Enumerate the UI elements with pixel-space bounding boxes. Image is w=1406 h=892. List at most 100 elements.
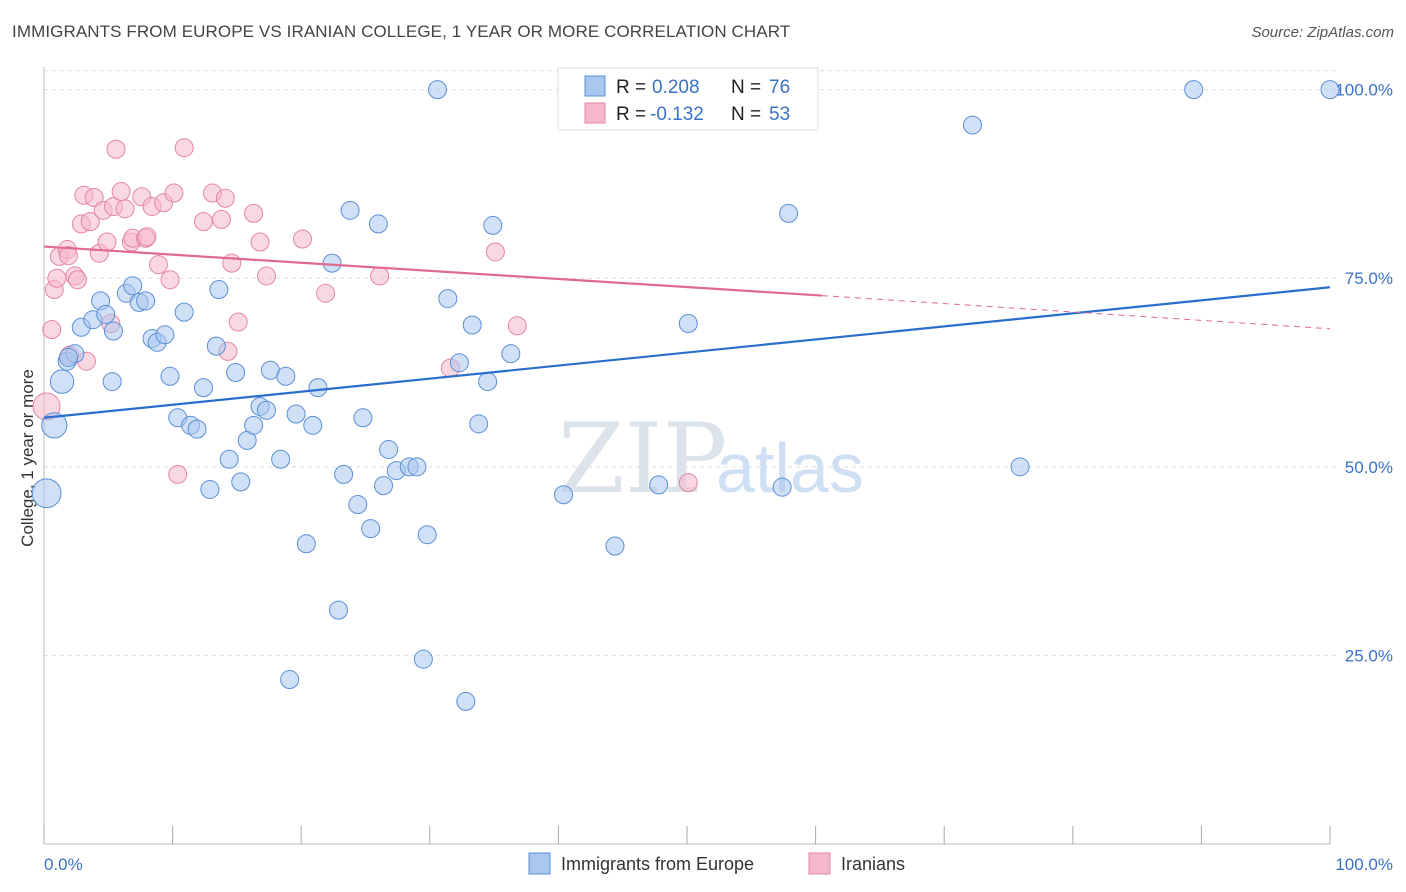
watermark-zip: ZIP — [558, 403, 727, 515]
iranians-point-33 — [211, 209, 231, 229]
bottom-legend: Immigrants from Europe Iranians — [528, 852, 905, 875]
iranians-point-17 — [106, 139, 126, 159]
europe-point-35 — [276, 366, 296, 386]
axes — [43, 67, 1331, 845]
europe-point-39 — [296, 534, 316, 554]
europe-point-67 — [605, 536, 625, 556]
europe-point-2 — [49, 369, 75, 394]
iranians-point-1 — [42, 320, 62, 340]
iranians-point-37 — [228, 312, 248, 332]
legend-n-value-iranians: 53 — [769, 104, 790, 125]
watermark-atlas: atlas — [716, 429, 864, 507]
iranians-point-15 — [97, 232, 117, 252]
europe-point-43 — [328, 600, 348, 620]
iranians-point-25 — [148, 255, 168, 275]
europe-trend-line — [43, 286, 1331, 419]
europe-point-18 — [160, 366, 180, 386]
europe-point-51 — [379, 439, 399, 459]
y-tick-label-0: 25.0% — [1345, 646, 1393, 665]
legend-n-label-iranians: N = — [731, 104, 761, 125]
iranians-point-40 — [256, 266, 276, 286]
europe-point-55 — [413, 649, 433, 669]
europe-point-68 — [649, 475, 669, 495]
iranians-point-39 — [250, 232, 270, 252]
legend-n-value-europe: 76 — [769, 77, 790, 98]
europe-point-36 — [271, 449, 291, 469]
legend-r-label-iranians: R = — [616, 104, 646, 125]
europe-point-1 — [41, 412, 68, 439]
top-legend: R = 0.208 N = 76 R = -0.132 N = 53 — [557, 67, 819, 131]
iranians-point-30 — [174, 138, 194, 158]
grid-lines — [44, 70, 1340, 656]
europe-point-24 — [200, 479, 220, 499]
europe-point-64 — [483, 215, 503, 235]
europe-point-46 — [348, 495, 368, 515]
europe-point-69 — [678, 313, 698, 333]
iranians-trend-extension — [821, 295, 1331, 330]
europe-point-45 — [340, 200, 360, 220]
europe-point-41 — [308, 378, 328, 398]
legend-swatch-europe — [584, 75, 606, 97]
europe-point-17 — [155, 325, 175, 345]
iranians-point-29 — [168, 464, 188, 484]
bottom-legend-label-europe: Immigrants from Europe — [561, 854, 754, 874]
europe-point-44 — [334, 464, 354, 484]
europe-point-57 — [428, 80, 448, 100]
iranians-point-38 — [244, 203, 264, 223]
iranians-point-34 — [215, 188, 235, 208]
legend-n-label-europe: N = — [731, 77, 761, 98]
iranians-point-27 — [160, 270, 180, 290]
iranians-point-11 — [80, 212, 100, 232]
europe-point-9 — [103, 321, 123, 341]
europe-point-50 — [374, 476, 394, 496]
bottom-legend-label-iranians: Iranians — [841, 854, 905, 874]
chart-title: IMMIGRANTS FROM EUROPE VS IRANIAN COLLEG… — [12, 22, 791, 41]
europe-point-58 — [438, 289, 458, 309]
europe-point-70 — [772, 477, 792, 497]
x-tick-label-1: 100.0% — [1335, 855, 1393, 874]
europe-point-26 — [209, 280, 229, 300]
tick-labels: 25.0% 50.0% 75.0% 100.0% 0.0% 100.0% — [44, 81, 1393, 874]
y-tick-label-1: 50.0% — [1345, 458, 1393, 477]
europe-point-63 — [478, 372, 498, 392]
europe-point-40 — [303, 415, 323, 435]
europe-point-14 — [136, 291, 156, 311]
europe-point-76 — [58, 347, 78, 367]
europe-point-29 — [231, 472, 251, 492]
europe-point-61 — [462, 315, 482, 335]
iranians-point-19 — [115, 199, 135, 219]
iranians-point-31 — [193, 212, 213, 232]
legend-swatch-iranians — [584, 102, 606, 124]
europe-point-47 — [353, 408, 373, 428]
europe-point-62 — [469, 414, 489, 434]
iranians-point-47 — [678, 473, 698, 493]
x-tick-label-0: 0.0% — [44, 855, 83, 874]
iranians-point-46 — [507, 316, 527, 336]
europe-point-22 — [187, 419, 207, 439]
europe-point-20 — [174, 302, 194, 322]
europe-point-27 — [219, 449, 239, 469]
iranians-point-45 — [485, 242, 505, 262]
europe-point-48 — [361, 519, 381, 539]
legend-r-label-europe: R = — [616, 77, 646, 98]
europe-point-72 — [962, 115, 982, 135]
iranians-point-3 — [47, 268, 67, 288]
europe-point-42 — [322, 253, 342, 273]
europe-point-37 — [280, 670, 300, 690]
chart-source: Source: ZipAtlas.com — [1251, 24, 1394, 41]
europe-point-38 — [286, 404, 306, 424]
europe-point-59 — [449, 353, 469, 373]
europe-point-66 — [554, 485, 574, 505]
iranians-point-36 — [222, 253, 242, 273]
iranians-point-43 — [370, 266, 390, 286]
bottom-legend-swatch-iranians — [808, 852, 831, 875]
europe-point-12 — [123, 276, 143, 296]
legend-r-value-iranians: -0.132 — [650, 104, 704, 125]
iranians-trend-line — [43, 245, 823, 297]
europe-point-31 — [244, 415, 264, 435]
europe-points — [31, 80, 1340, 711]
europe-point-56 — [417, 525, 437, 545]
legend-r-value-europe: 0.208 — [652, 77, 700, 98]
trend-lines — [43, 245, 1331, 419]
